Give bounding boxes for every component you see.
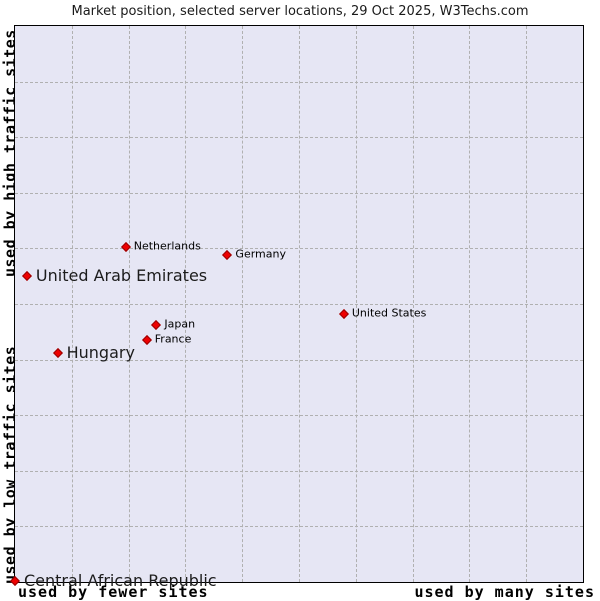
diamond-marker-icon <box>141 335 152 346</box>
data-point-label: United States <box>351 306 427 320</box>
grid-line-horizontal <box>15 192 583 194</box>
grid-line-horizontal <box>15 415 583 417</box>
grid-line-horizontal <box>15 359 583 361</box>
plot-area: Netherlands Germany United Arab Emirates Un… <box>10 25 584 590</box>
grid-line-horizontal <box>15 526 583 528</box>
diamond-marker-icon <box>52 347 63 358</box>
diamond-marker-icon <box>222 250 233 261</box>
diamond-marker-icon <box>338 309 349 319</box>
grid-line-horizontal <box>15 304 583 305</box>
x-axis-label-many-sites: used by many sites <box>414 583 595 601</box>
grid-line-horizontal <box>15 137 583 139</box>
data-point-label: France <box>154 332 192 346</box>
x-axis-label-fewer-sites: used by fewer sites <box>18 583 209 601</box>
diamond-marker-icon <box>151 320 162 331</box>
data-point-label: Central African Republic <box>24 570 217 590</box>
diamond-marker-icon <box>21 271 32 282</box>
data-point-label: Netherlands <box>133 239 201 253</box>
data-point-label: Hungary <box>66 342 135 362</box>
chart-title: Market position, selected server locatio… <box>71 4 529 19</box>
grid-line-horizontal <box>15 81 583 83</box>
data-point-label: Japan <box>164 317 196 331</box>
grid-line-horizontal <box>15 470 583 472</box>
data-point-label: Germany <box>235 247 286 261</box>
data-point-label: United Arab Emirates <box>35 265 208 285</box>
grid-line-horizontal <box>15 248 583 250</box>
